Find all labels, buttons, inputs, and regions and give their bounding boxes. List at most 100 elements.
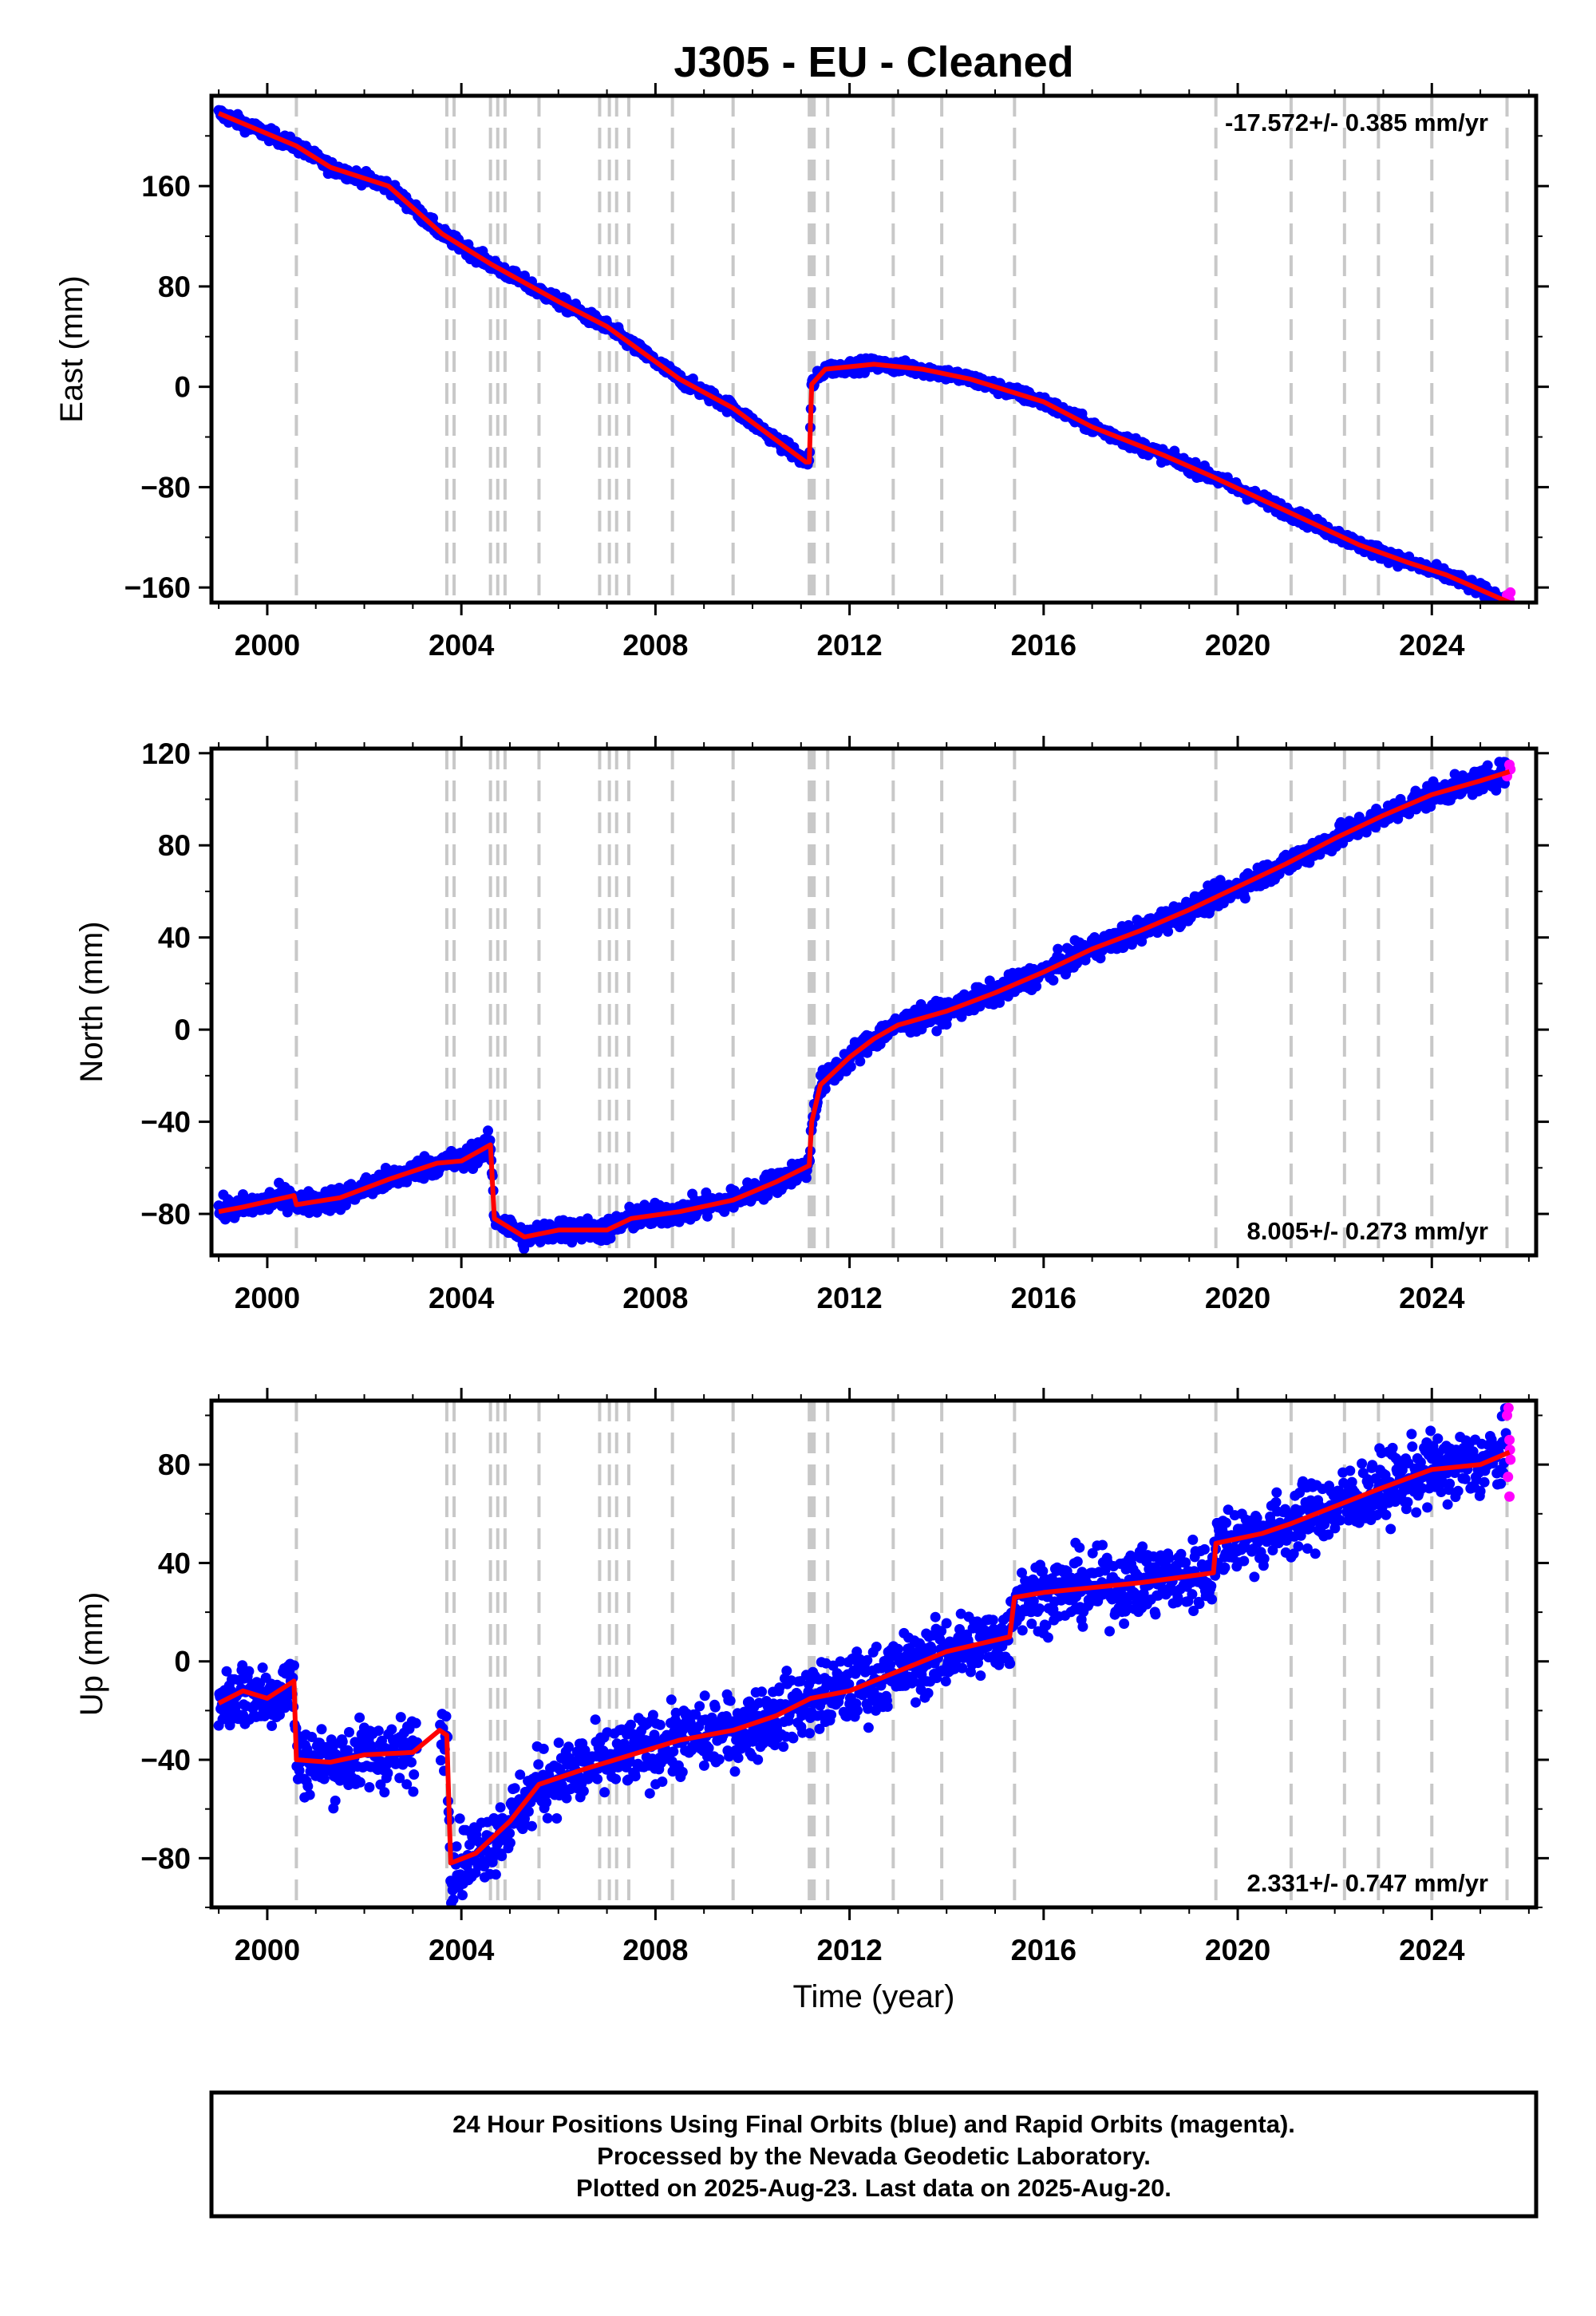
position-point bbox=[354, 1777, 365, 1788]
position-point bbox=[289, 1660, 299, 1671]
position-point bbox=[541, 1796, 552, 1808]
y-tick-label: 40 bbox=[158, 922, 191, 954]
y-tick-label: −80 bbox=[140, 1198, 191, 1231]
position-point bbox=[1048, 974, 1059, 986]
position-point bbox=[1482, 760, 1493, 771]
position-point bbox=[440, 1711, 452, 1722]
position-point bbox=[694, 1701, 705, 1712]
position-point bbox=[386, 1724, 397, 1735]
position-point bbox=[1163, 926, 1174, 937]
x-tick-label: 2020 bbox=[1205, 1282, 1270, 1314]
position-point bbox=[542, 1812, 553, 1824]
position-point bbox=[855, 1056, 866, 1067]
y-tick-label: 160 bbox=[141, 170, 191, 203]
position-point bbox=[1370, 822, 1381, 833]
x-tick-label: 2020 bbox=[1205, 629, 1270, 662]
position-point bbox=[464, 1840, 475, 1850]
position-point bbox=[579, 1745, 591, 1756]
plot-area bbox=[213, 96, 1516, 603]
position-point bbox=[504, 1828, 516, 1839]
position-point bbox=[395, 1712, 406, 1723]
position-point bbox=[563, 1741, 574, 1753]
position-point bbox=[670, 1707, 681, 1718]
position-point bbox=[800, 1172, 812, 1184]
x-tick-label: 2000 bbox=[235, 629, 300, 662]
position-point bbox=[318, 1773, 330, 1784]
position-point bbox=[457, 1890, 468, 1901]
y-tick-label: −40 bbox=[140, 1106, 191, 1139]
y-tick-label: −80 bbox=[140, 471, 191, 504]
y-tick-label: −160 bbox=[124, 571, 191, 604]
position-point bbox=[401, 1779, 413, 1790]
x-tick-label: 2024 bbox=[1399, 1282, 1465, 1314]
position-point bbox=[845, 1061, 856, 1072]
position-point bbox=[1031, 981, 1042, 992]
position-point bbox=[302, 1744, 313, 1755]
position-point bbox=[931, 1026, 942, 1037]
position-point bbox=[1314, 849, 1325, 860]
position-point bbox=[316, 1724, 327, 1735]
position-point bbox=[373, 1725, 384, 1737]
position-point bbox=[406, 1757, 417, 1768]
panel-frame bbox=[209, 746, 1539, 1258]
position-point bbox=[435, 1755, 446, 1766]
x-tick-label: 2004 bbox=[429, 1282, 495, 1314]
plot-area bbox=[213, 749, 1516, 1255]
x-tick-label: 2024 bbox=[1399, 629, 1465, 662]
chart-title: J305 - EU - Cleaned bbox=[674, 38, 1073, 86]
up-panel: 2000 2004 2008 2012 2016 2020 2024−80−4004080U… bbox=[74, 1388, 1549, 1966]
position-point bbox=[344, 1727, 354, 1737]
position-point bbox=[257, 1662, 268, 1674]
position-point bbox=[408, 1786, 419, 1797]
position-point bbox=[484, 1135, 496, 1146]
position-point bbox=[330, 1795, 341, 1806]
final-orbit-points bbox=[213, 105, 1512, 603]
position-point bbox=[243, 1666, 255, 1677]
final-orbit-points bbox=[213, 757, 1512, 1255]
y-tick-label: 80 bbox=[158, 829, 191, 862]
position-point bbox=[294, 1765, 305, 1776]
position-point bbox=[304, 1789, 315, 1800]
position-point bbox=[551, 1813, 563, 1824]
position-point bbox=[1095, 953, 1106, 964]
position-point bbox=[337, 1736, 348, 1747]
final-orbit-points bbox=[213, 1403, 1512, 1907]
position-point bbox=[654, 1719, 666, 1730]
position-point bbox=[1053, 943, 1064, 954]
position-point bbox=[590, 1714, 601, 1725]
position-point bbox=[451, 1841, 462, 1852]
position-point bbox=[527, 1820, 537, 1832]
x-tick-label: 2004 bbox=[429, 629, 495, 662]
position-point bbox=[657, 1777, 668, 1787]
position-point bbox=[630, 1771, 641, 1782]
y-axis-label: North (mm) bbox=[74, 921, 109, 1082]
position-point bbox=[495, 1802, 506, 1813]
position-point bbox=[698, 1760, 709, 1771]
position-point bbox=[1239, 893, 1250, 904]
position-point bbox=[599, 1787, 610, 1798]
x-tick-label: 2012 bbox=[816, 629, 882, 662]
rate-annotation: -17.572+/- 0.385 mm/yr bbox=[1225, 109, 1488, 136]
position-point bbox=[267, 1721, 278, 1731]
position-point bbox=[578, 1785, 589, 1796]
east-panel: 2000 2004 2008 2012 2016 2020 2024−160−8008016… bbox=[54, 83, 1549, 662]
position-point bbox=[410, 1717, 421, 1729]
position-point bbox=[702, 1211, 713, 1222]
model-line bbox=[217, 111, 1511, 603]
position-point bbox=[409, 1769, 420, 1780]
position-point bbox=[703, 1742, 714, 1753]
position-point bbox=[666, 1694, 677, 1705]
position-point bbox=[221, 1666, 232, 1677]
position-point bbox=[382, 1768, 393, 1779]
position-point bbox=[252, 1696, 263, 1707]
position-point bbox=[644, 1788, 655, 1799]
position-point bbox=[401, 1176, 413, 1188]
y-tick-label: 0 bbox=[174, 1014, 191, 1046]
position-point bbox=[956, 1011, 967, 1022]
position-point bbox=[523, 1806, 534, 1817]
position-point bbox=[519, 271, 530, 281]
plot-area bbox=[213, 1401, 1516, 1907]
position-point bbox=[515, 1769, 526, 1780]
y-tick-label: 0 bbox=[174, 371, 191, 404]
position-point bbox=[394, 1773, 405, 1784]
